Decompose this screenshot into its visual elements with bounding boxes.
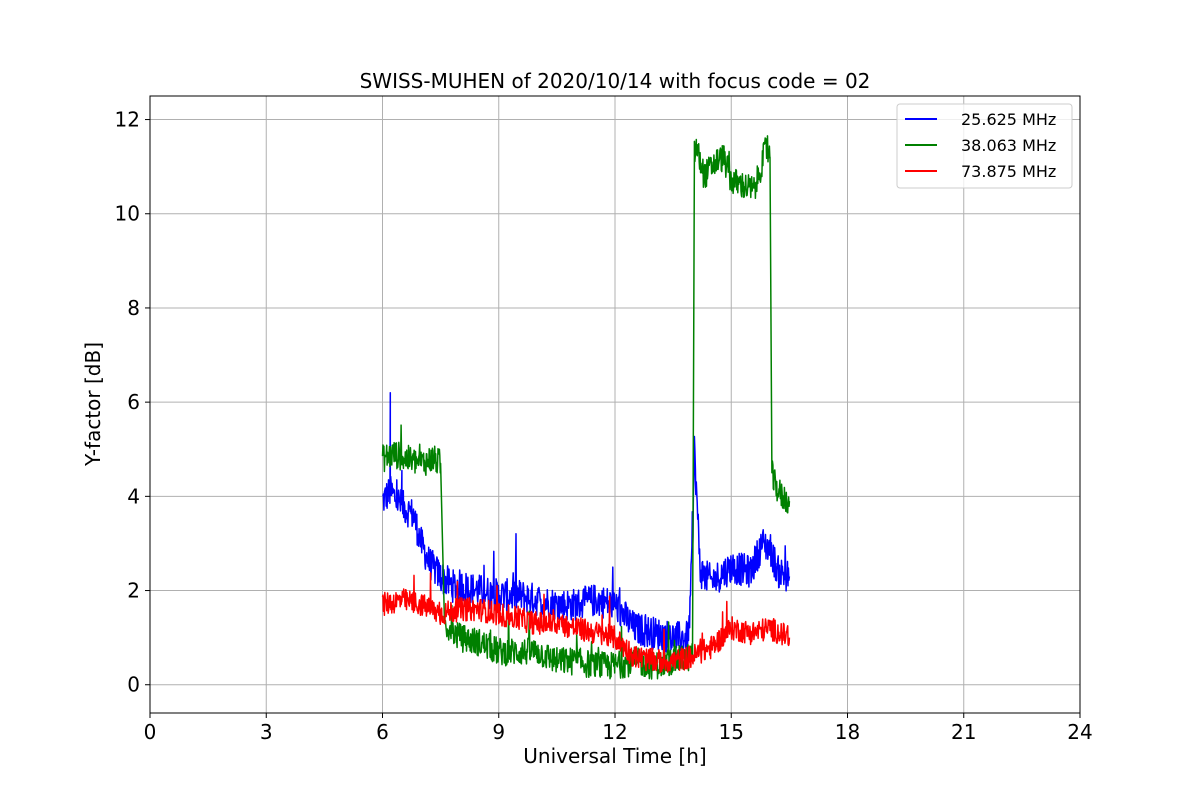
y-tick-label: 12 xyxy=(115,108,140,132)
x-axis-label: Universal Time [h] xyxy=(523,744,706,768)
series-line-0 xyxy=(382,391,791,653)
x-tick-label: 21 xyxy=(951,720,976,744)
y-tick-label: 6 xyxy=(127,390,140,414)
x-tick-label: 0 xyxy=(144,720,157,744)
legend-box xyxy=(896,103,1073,189)
series-line-2 xyxy=(381,572,791,674)
chart-title: SWISS-MUHEN of 2020/10/14 with focus cod… xyxy=(360,69,871,93)
y-tick-label: 4 xyxy=(127,484,140,508)
x-tick-label: 24 xyxy=(1067,720,1092,744)
x-tick-label: 18 xyxy=(835,720,860,744)
y-tick-label: 10 xyxy=(115,202,140,226)
x-tick-label: 15 xyxy=(719,720,744,744)
x-tick-label: 6 xyxy=(376,720,389,744)
legend-entry: 25.625 MHz xyxy=(961,110,1056,129)
y-tick-label: 8 xyxy=(127,296,140,320)
legend-entry: 73.875 MHz xyxy=(961,162,1056,181)
x-tick-label: 3 xyxy=(260,720,273,744)
legend: 25.625 MHz 38.063 MHz 73.875 MHz xyxy=(896,103,1073,189)
x-tick-label: 9 xyxy=(492,720,505,744)
y-tick-label: 2 xyxy=(127,579,140,603)
x-tick-label: 12 xyxy=(602,720,627,744)
legend-entry: 38.063 MHz xyxy=(961,136,1056,155)
y-tick-label: 0 xyxy=(127,673,140,697)
y-axis-label: Y-factor [dB] xyxy=(81,342,105,467)
plot-area xyxy=(381,135,791,680)
